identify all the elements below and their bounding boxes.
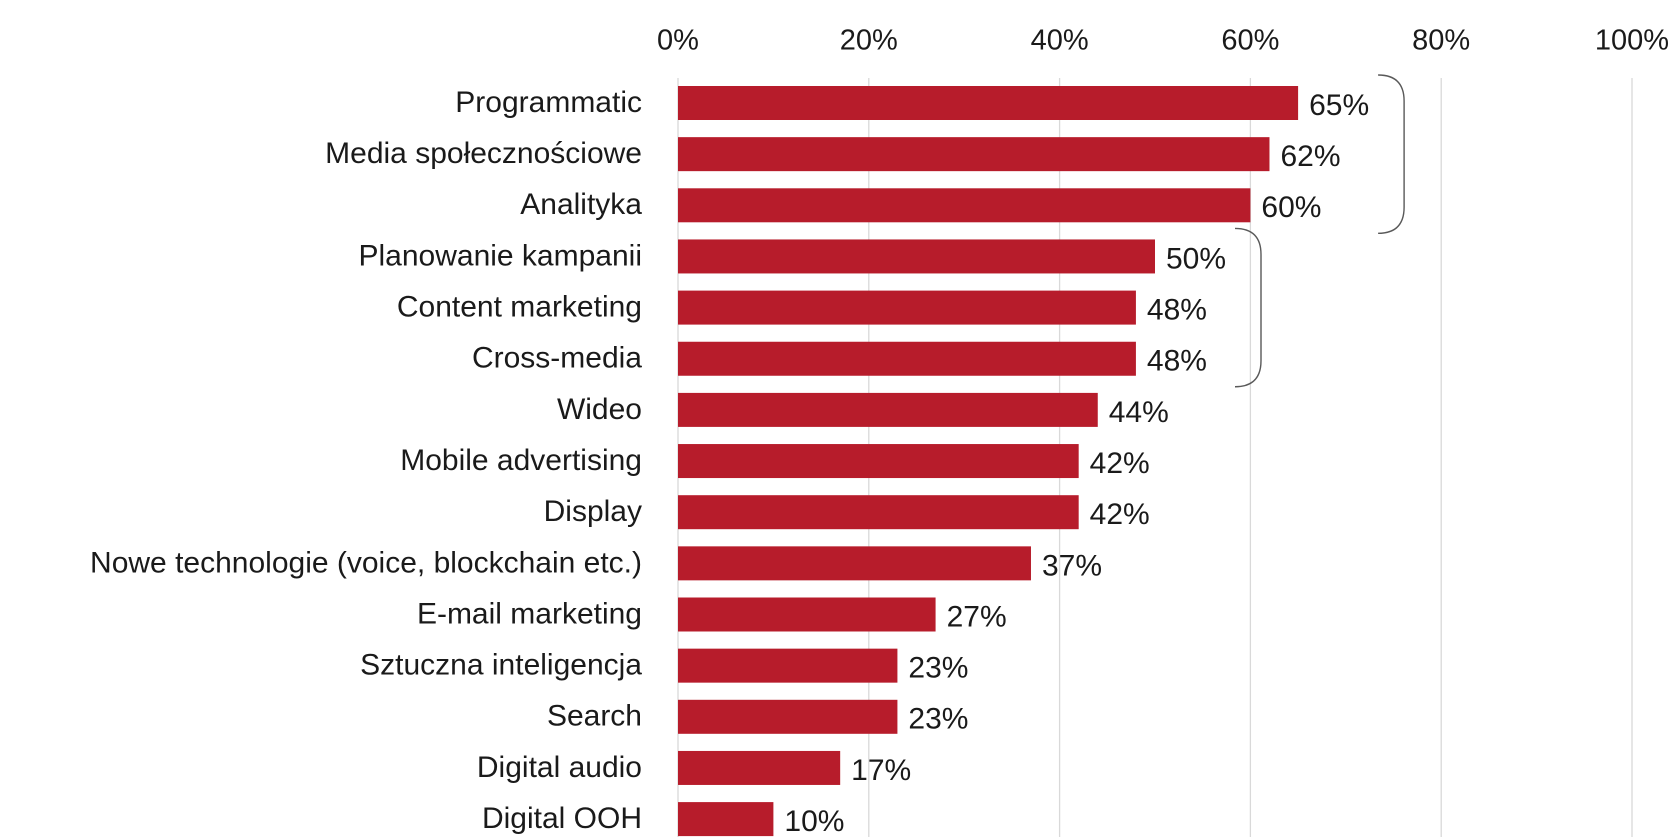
category-label: Display [544,495,642,528]
value-label: 60% [1261,191,1321,224]
bar [678,648,898,683]
category-label: Wideo [557,393,642,426]
category-label: Analityka [520,188,642,221]
group-bracket-1 [1378,74,1405,234]
value-label: 62% [1280,140,1340,173]
category-label: Media społecznościowe [325,137,642,170]
bar [678,239,1155,274]
bar [678,86,1299,120]
category-label: Programmatic [455,86,642,119]
x-tick-label: 100% [1595,25,1669,57]
bar [678,188,1251,223]
value-label: 42% [1090,498,1150,531]
value-label: 10% [784,805,844,837]
value-labels: 65% 62% 60% 50% 48% 48% 44% 42% 42% 37% 27% 23% 23% 1… [784,89,1369,837]
category-label: Digital OOH [482,802,642,835]
bar [678,699,898,734]
group-bracket-2 [1234,227,1262,388]
bars [678,86,1299,837]
bar [678,392,1098,427]
value-label: 50% [1166,242,1226,275]
bar [678,444,1079,479]
value-label: 23% [908,703,968,736]
value-label: 17% [851,754,911,787]
value-label: 27% [947,600,1007,633]
category-label: Planowanie kampanii [358,239,642,272]
category-label: Nowe technologie (voice, blockchain etc.… [90,546,642,579]
category-label: Content marketing [397,291,642,324]
value-label: 37% [1042,549,1102,582]
bar [678,802,774,837]
value-label: 48% [1147,345,1207,378]
value-label: 42% [1090,447,1150,480]
value-label: 65% [1309,89,1369,122]
x-tick-label: 0% [657,25,699,57]
x-tick-label: 20% [840,25,898,57]
category-label: E-mail marketing [417,597,642,630]
group-brackets [1234,74,1405,388]
bar [678,495,1079,530]
value-label: 44% [1109,396,1169,429]
category-label: Cross-media [472,342,642,375]
category-label: Digital audio [477,751,642,784]
bar [678,597,936,632]
x-axis-tick-labels: 0% 20% 40% 60% 80% 100% [657,25,1669,57]
category-label: Search [547,700,642,733]
category-label: Mobile advertising [400,444,642,477]
x-tick-label: 60% [1221,25,1279,57]
bar [678,290,1136,325]
bar [678,137,1270,172]
x-tick-label: 40% [1031,25,1089,57]
bar [678,546,1031,581]
bar [678,341,1136,376]
category-labels: Programmatic Media społecznościowe Anality… [90,86,642,835]
bar [678,750,841,785]
value-label: 23% [908,652,968,685]
value-label: 48% [1147,294,1207,327]
category-label: Sztuczna inteligencja [360,649,642,682]
x-tick-label: 80% [1412,25,1470,57]
